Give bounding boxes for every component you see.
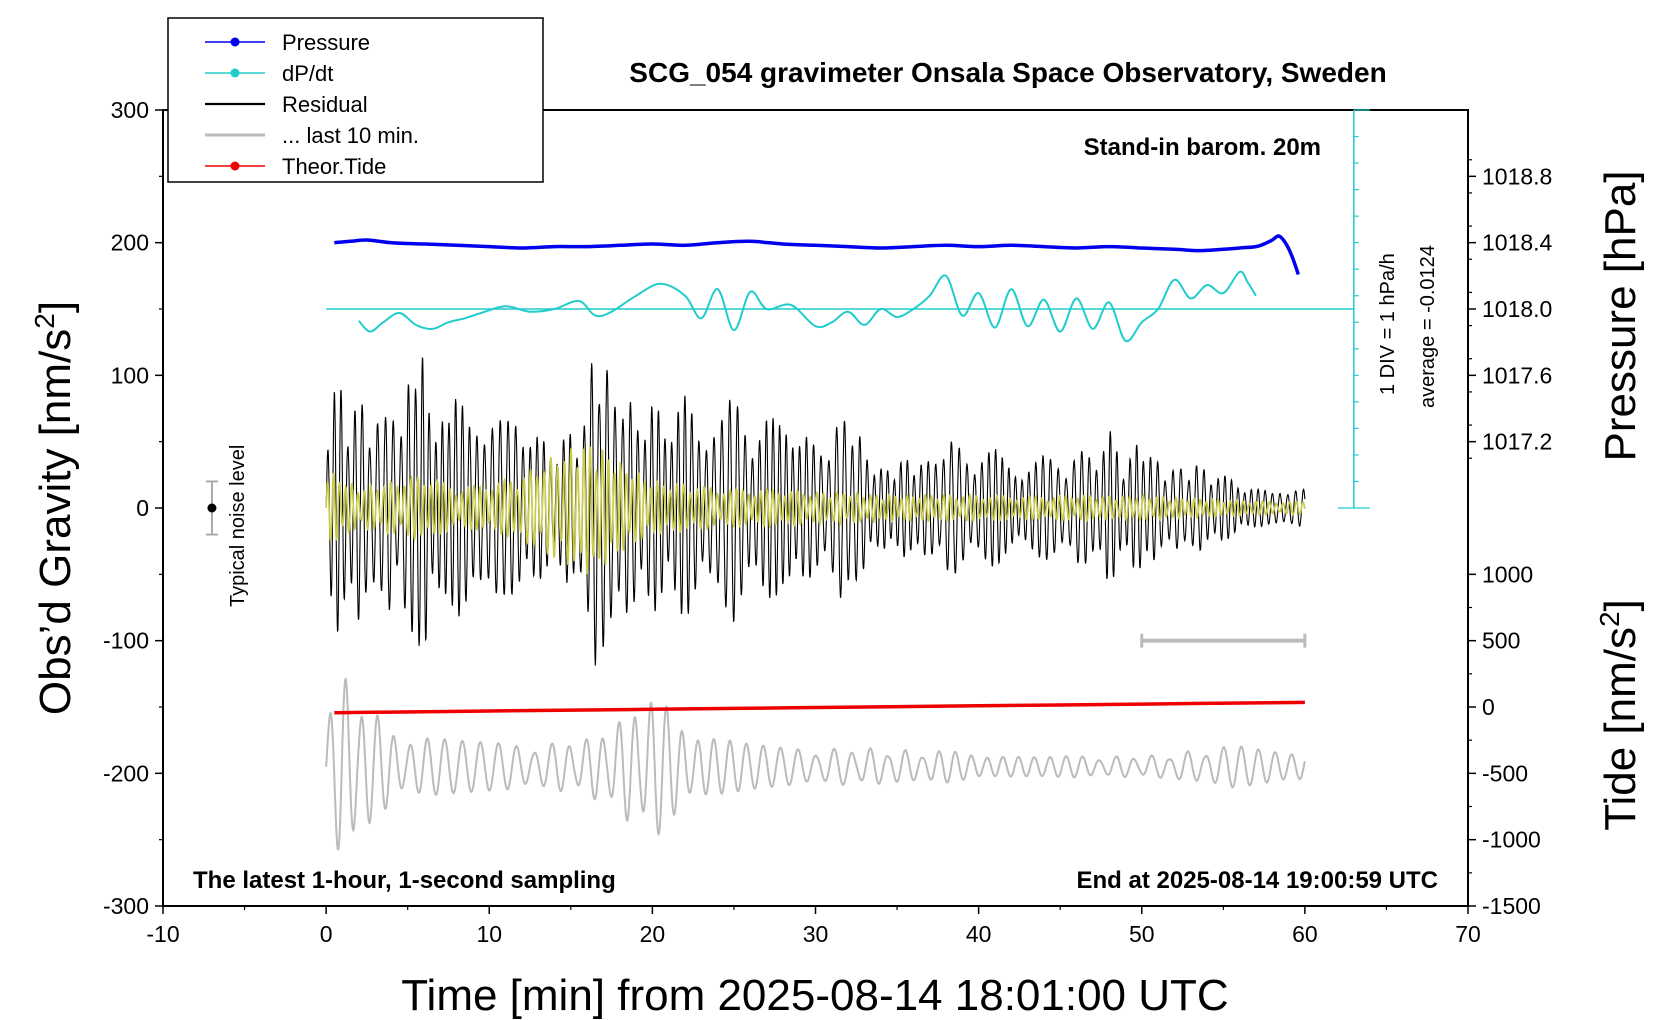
x-tick-label: 70 xyxy=(1455,921,1481,947)
stand-in-label: Stand-in barom. 20m xyxy=(1084,134,1321,161)
dpdt-series xyxy=(358,270,1257,343)
tide-axis-label: Tide [nm/s2] xyxy=(1594,599,1645,831)
yellow-overlay-line xyxy=(325,446,1306,575)
legend: Pressure dP/dt Residual ... last 10 min. The… xyxy=(205,30,419,179)
div-scale-label: 1 DIV = 1 hPa/h xyxy=(1377,253,1399,395)
x-axis-label: Time [min] from 2025-08-14 18:01:00 UTC xyxy=(401,971,1228,1020)
legend-marker xyxy=(230,161,240,171)
chart-title: SCG_054 gravimeter Onsala Space Observat… xyxy=(629,57,1386,88)
noise-bar-dot xyxy=(207,503,217,513)
pressure-axis-ticks: 1018.8 1018.4 1018.0 1017.6 1017.2 xyxy=(1468,159,1553,459)
tide-axis-label-sup: 2 xyxy=(1594,611,1625,627)
dpdt-axis xyxy=(326,109,1370,509)
y-tick-label: 0 xyxy=(136,495,149,521)
pressure-series xyxy=(334,234,1300,276)
x-tick-label: 30 xyxy=(803,921,829,947)
pressure-tick-label: 1018.0 xyxy=(1482,296,1552,322)
noise-label: Typical noise level xyxy=(227,445,249,607)
yellow-overlay-series xyxy=(325,446,1306,575)
tide-tick-label: 0 xyxy=(1482,694,1495,720)
x-tick-label: 0 xyxy=(320,921,333,947)
legend-label: ... last 10 min. xyxy=(282,123,419,148)
tide-axis-label-main: Tide [nm/s xyxy=(1596,627,1645,831)
x-tick-label: -10 xyxy=(146,921,179,947)
x-tick-label: 60 xyxy=(1292,921,1318,947)
y-axis-label: Obs’d Gravity [nm/s2] xyxy=(29,301,80,715)
y-tick-label: 100 xyxy=(111,362,149,388)
x-tick-label: 20 xyxy=(640,921,666,947)
theor-tide-line xyxy=(334,700,1305,715)
y-tick-label: -100 xyxy=(103,628,149,654)
end-at-label: End at 2025-08-14 19:00:59 UTC xyxy=(1077,867,1439,894)
tide-axis-label-close: ] xyxy=(1596,599,1645,611)
legend-box xyxy=(167,17,544,183)
average-label: average = -0.0124 xyxy=(1417,245,1439,408)
tide-tick-label: -1000 xyxy=(1482,827,1541,853)
scale-bar xyxy=(1140,633,1307,648)
legend-label: dP/dt xyxy=(282,61,333,86)
legend-marker xyxy=(230,37,240,47)
legend-marker xyxy=(230,68,240,78)
y-axis-label-close: ] xyxy=(31,301,80,313)
last-10-min-series xyxy=(325,677,1306,852)
last-10-min-line xyxy=(325,677,1306,852)
pressure-tick-label: 1017.6 xyxy=(1482,362,1552,388)
tide-tick-label: -500 xyxy=(1482,760,1528,786)
pressure-line xyxy=(334,234,1300,276)
y-tick-label: -300 xyxy=(103,893,149,919)
x-tick-label: 40 xyxy=(966,921,992,947)
pressure-tick-label: 1018.4 xyxy=(1482,230,1553,256)
y-axis-ticks: 300 200 100 0 -100 -200 -300 xyxy=(103,97,163,919)
pressure-tick-label: 1017.2 xyxy=(1482,429,1552,455)
x-tick-label: 10 xyxy=(476,921,502,947)
legend-label: Pressure xyxy=(282,30,370,55)
x-tick-label: 50 xyxy=(1129,921,1155,947)
latest-sampling-label: The latest 1-hour, 1-second sampling xyxy=(193,867,616,894)
noise-level-bar xyxy=(205,480,218,536)
theor-tide-series xyxy=(334,700,1305,715)
tide-tick-label: 500 xyxy=(1482,628,1520,654)
legend-label: Theor.Tide xyxy=(282,154,386,179)
y-axis-label-sup: 2 xyxy=(29,313,60,329)
y-tick-label: 300 xyxy=(111,97,149,123)
pressure-tick-label: 1018.8 xyxy=(1482,163,1552,189)
y-tick-label: 200 xyxy=(111,230,149,256)
y-tick-label: -200 xyxy=(103,760,149,786)
tide-tick-label: -1500 xyxy=(1482,893,1541,919)
dpdt-line xyxy=(358,270,1257,343)
tide-axis-ticks: 1000 500 0 -500 -1000 -1500 xyxy=(1468,561,1541,919)
tide-tick-label: 1000 xyxy=(1482,561,1533,587)
legend-label: Residual xyxy=(282,92,368,117)
y-axis-label-main: Obs’d Gravity [nm/s xyxy=(31,329,80,715)
pressure-axis-label: Pressure [hPa] xyxy=(1596,170,1645,461)
x-axis-ticks: -10 0 10 20 30 40 50 60 70 xyxy=(146,906,1481,947)
